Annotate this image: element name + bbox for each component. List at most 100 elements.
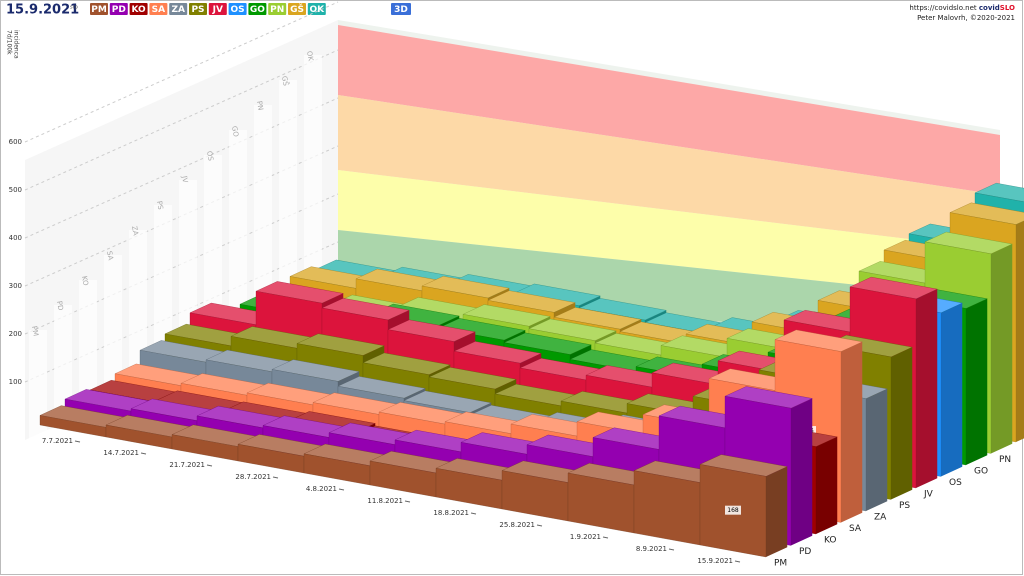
wall-label: SA xyxy=(105,250,115,261)
x-tick-label: 1.9.2021 xyxy=(570,533,601,541)
wall-label: OK xyxy=(305,50,315,62)
wall-column xyxy=(29,330,47,440)
mode-label[interactable]: 3D xyxy=(394,5,408,15)
wall-label: PM xyxy=(30,325,40,336)
band-red xyxy=(338,25,1000,195)
series-axis-label: PM xyxy=(774,559,787,569)
x-tick-label: 21.7.2021 xyxy=(169,461,205,469)
y-tick-label: 600 xyxy=(9,138,22,146)
wall-column xyxy=(229,130,247,352)
wall-column xyxy=(79,280,97,418)
bar-side xyxy=(991,244,1013,454)
x-tick xyxy=(74,440,81,443)
x-tick xyxy=(536,524,543,527)
y-tick-label: 100 xyxy=(9,378,22,386)
series-button-label[interactable]: PD xyxy=(112,5,126,15)
wall-column xyxy=(254,105,272,341)
wall-label: PD xyxy=(55,300,65,311)
bar-side xyxy=(766,466,788,557)
bar-side xyxy=(966,298,988,465)
y-tick-label: 500 xyxy=(9,186,22,194)
x-tick-label: 15.9.2021 xyxy=(697,557,733,565)
series-button[interactable] xyxy=(307,3,326,15)
series-button-label[interactable]: KO xyxy=(131,5,146,15)
x-tick xyxy=(338,488,345,491)
wall-label: OS xyxy=(205,150,215,162)
series-button-label[interactable]: GŠ xyxy=(290,3,304,15)
series-button-label[interactable]: ZA xyxy=(171,5,185,15)
series-axis-label: KO xyxy=(824,536,837,546)
series-button[interactable] xyxy=(109,3,128,15)
bar-side xyxy=(941,303,963,477)
wall-label: GO xyxy=(230,125,240,138)
series-button-label[interactable]: JV xyxy=(212,5,223,15)
series-button[interactable] xyxy=(228,3,247,15)
wall-column xyxy=(104,255,122,407)
x-tick-label: 4.8.2021 xyxy=(306,485,337,493)
bar-side xyxy=(891,347,913,500)
wall-label: GŠ xyxy=(280,75,291,87)
series-button-label[interactable]: SA xyxy=(152,5,165,15)
bar xyxy=(633,470,701,546)
wall-column xyxy=(279,80,297,330)
band-yellow xyxy=(338,170,1000,300)
series-button-label[interactable]: OS xyxy=(231,5,245,15)
series-button[interactable] xyxy=(288,3,306,15)
bar-side xyxy=(916,289,938,488)
y-tick-label: 200 xyxy=(9,330,22,338)
brand-b: SLO xyxy=(1000,4,1015,12)
wall-label: KO xyxy=(80,275,90,286)
series-button[interactable] xyxy=(169,3,188,15)
series-button[interactable] xyxy=(149,3,168,15)
x-tick xyxy=(272,476,279,479)
series-button-label[interactable]: PS xyxy=(191,5,204,15)
bar-top xyxy=(974,182,1024,202)
series-axis-label: GO xyxy=(974,467,988,477)
series-axis-label: PD xyxy=(799,547,811,557)
wall-column xyxy=(304,55,322,319)
series-button[interactable] xyxy=(129,3,148,15)
y-tick-label: 400 xyxy=(9,234,22,242)
wall-label: PN xyxy=(255,100,265,111)
band-orange xyxy=(338,95,1000,250)
wall-label: ZA xyxy=(130,225,140,236)
mode-button[interactable] xyxy=(391,3,411,15)
x-tick-label: 18.8.2021 xyxy=(433,509,469,517)
x-tick xyxy=(470,512,477,515)
x-tick xyxy=(602,536,609,539)
x-tick xyxy=(140,452,147,455)
series-axis-label: PN xyxy=(999,455,1011,465)
brand-a: covid xyxy=(979,4,1000,12)
y-axis-label: 7d/100k xyxy=(6,30,13,55)
series-button[interactable] xyxy=(90,3,108,15)
series-button-label[interactable]: GO xyxy=(250,5,265,15)
series-axis-label: JV xyxy=(923,490,934,500)
x-tick-label: 25.8.2021 xyxy=(499,521,535,529)
wall-label: PS xyxy=(155,200,164,210)
series-button-label[interactable]: PM xyxy=(91,5,107,15)
series-buttons: PM PD KO SA ZA PS JV OS GO PN GŠ OK xyxy=(90,3,326,15)
date: 15.9.2021 xyxy=(6,3,79,18)
bar-side xyxy=(841,341,863,523)
x-tick xyxy=(734,560,741,563)
series-button[interactable] xyxy=(268,3,287,15)
value-label-box xyxy=(725,505,741,515)
author: Peter Malovrh, ©2020-2021 xyxy=(917,14,1015,22)
series-button[interactable] xyxy=(248,3,267,15)
bar-side xyxy=(1016,220,1024,442)
bar-side xyxy=(791,398,813,546)
series-button-label[interactable]: OK xyxy=(309,5,325,15)
x-tick xyxy=(206,464,213,467)
x-tick-label: 7.7.2021 xyxy=(42,437,73,445)
value-label: 168 xyxy=(727,507,739,514)
series-button[interactable] xyxy=(208,3,227,15)
series-button-label[interactable]: PN xyxy=(270,5,284,15)
series-button[interactable] xyxy=(189,3,207,15)
date-sub: srp xyxy=(70,5,78,11)
x-tick xyxy=(404,500,411,503)
credits: https://covidslo.net covidSLO xyxy=(909,4,1015,12)
x-tick-label: 11.8.2021 xyxy=(367,497,403,505)
x-tick-label: 14.7.2021 xyxy=(103,449,139,457)
series-axis-label: ZA xyxy=(874,513,887,523)
